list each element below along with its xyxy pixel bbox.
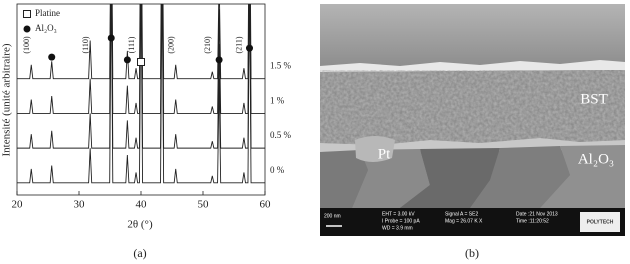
sem-image: [320, 4, 625, 236]
caption: (a): [133, 246, 146, 260]
spectrum-line: [17, 4, 265, 80]
series-label: 0 %: [270, 165, 285, 175]
marker-square: [137, 57, 145, 66]
sem-label: BST: [580, 91, 608, 107]
sem-info: Mag = 26.07 K X: [445, 218, 483, 224]
marker-circle: [23, 25, 31, 33]
legend-label: Platine: [35, 8, 60, 18]
x-tick-label: 20: [12, 199, 24, 211]
marker-circle: [107, 34, 115, 42]
sem-label: Al₂O₃: [578, 151, 614, 167]
peak-label: (100): [22, 36, 31, 54]
x-tick-label: 60: [260, 199, 272, 211]
x-tick-label: 50: [198, 199, 210, 211]
sem-info: WD = 3.9 mm: [382, 225, 413, 231]
x-tick-label: 30: [74, 199, 86, 211]
sem-info: I Probe = 100 pA: [382, 218, 420, 224]
peak-label: (211): [235, 36, 244, 53]
sem-info: EHT = 3.00 kV: [382, 211, 415, 217]
peak-label: (210): [203, 36, 212, 54]
series-label: 1 %: [270, 95, 285, 105]
sem-info: Time :11:20:52: [516, 218, 549, 224]
sem-info: Date :21 Nov 2013: [516, 211, 558, 217]
plot-area: [17, 4, 265, 184]
marker-circle: [48, 53, 56, 61]
logo: POLYTECH: [587, 219, 614, 225]
scale-bar-label: 200 nm: [324, 213, 341, 219]
marker-circle: [215, 56, 223, 64]
legend-label: Al₂O₃: [35, 23, 57, 33]
series-label: 0.5 %: [270, 130, 292, 140]
spectrum-line: [17, 4, 265, 184]
spectrum-line: [17, 4, 265, 114]
peak-label: (111): [127, 36, 136, 53]
series-label: 1.5 %: [270, 61, 292, 71]
marker-circle: [123, 56, 131, 64]
y-axis-label: Intensité (unité arbitraire): [1, 43, 13, 156]
sem-label: Pt: [378, 146, 391, 162]
x-tick-label: 40: [136, 199, 148, 211]
peak-label: (200): [167, 36, 176, 54]
marker-circle: [246, 44, 253, 52]
caption: (b): [465, 246, 479, 260]
x-axis-label: 2θ (°): [127, 219, 153, 231]
peak-label: (110): [81, 36, 90, 53]
spectrum-line: [17, 4, 265, 149]
marker-square: [23, 10, 31, 18]
sem-info: Signal A = SE2: [445, 211, 478, 217]
